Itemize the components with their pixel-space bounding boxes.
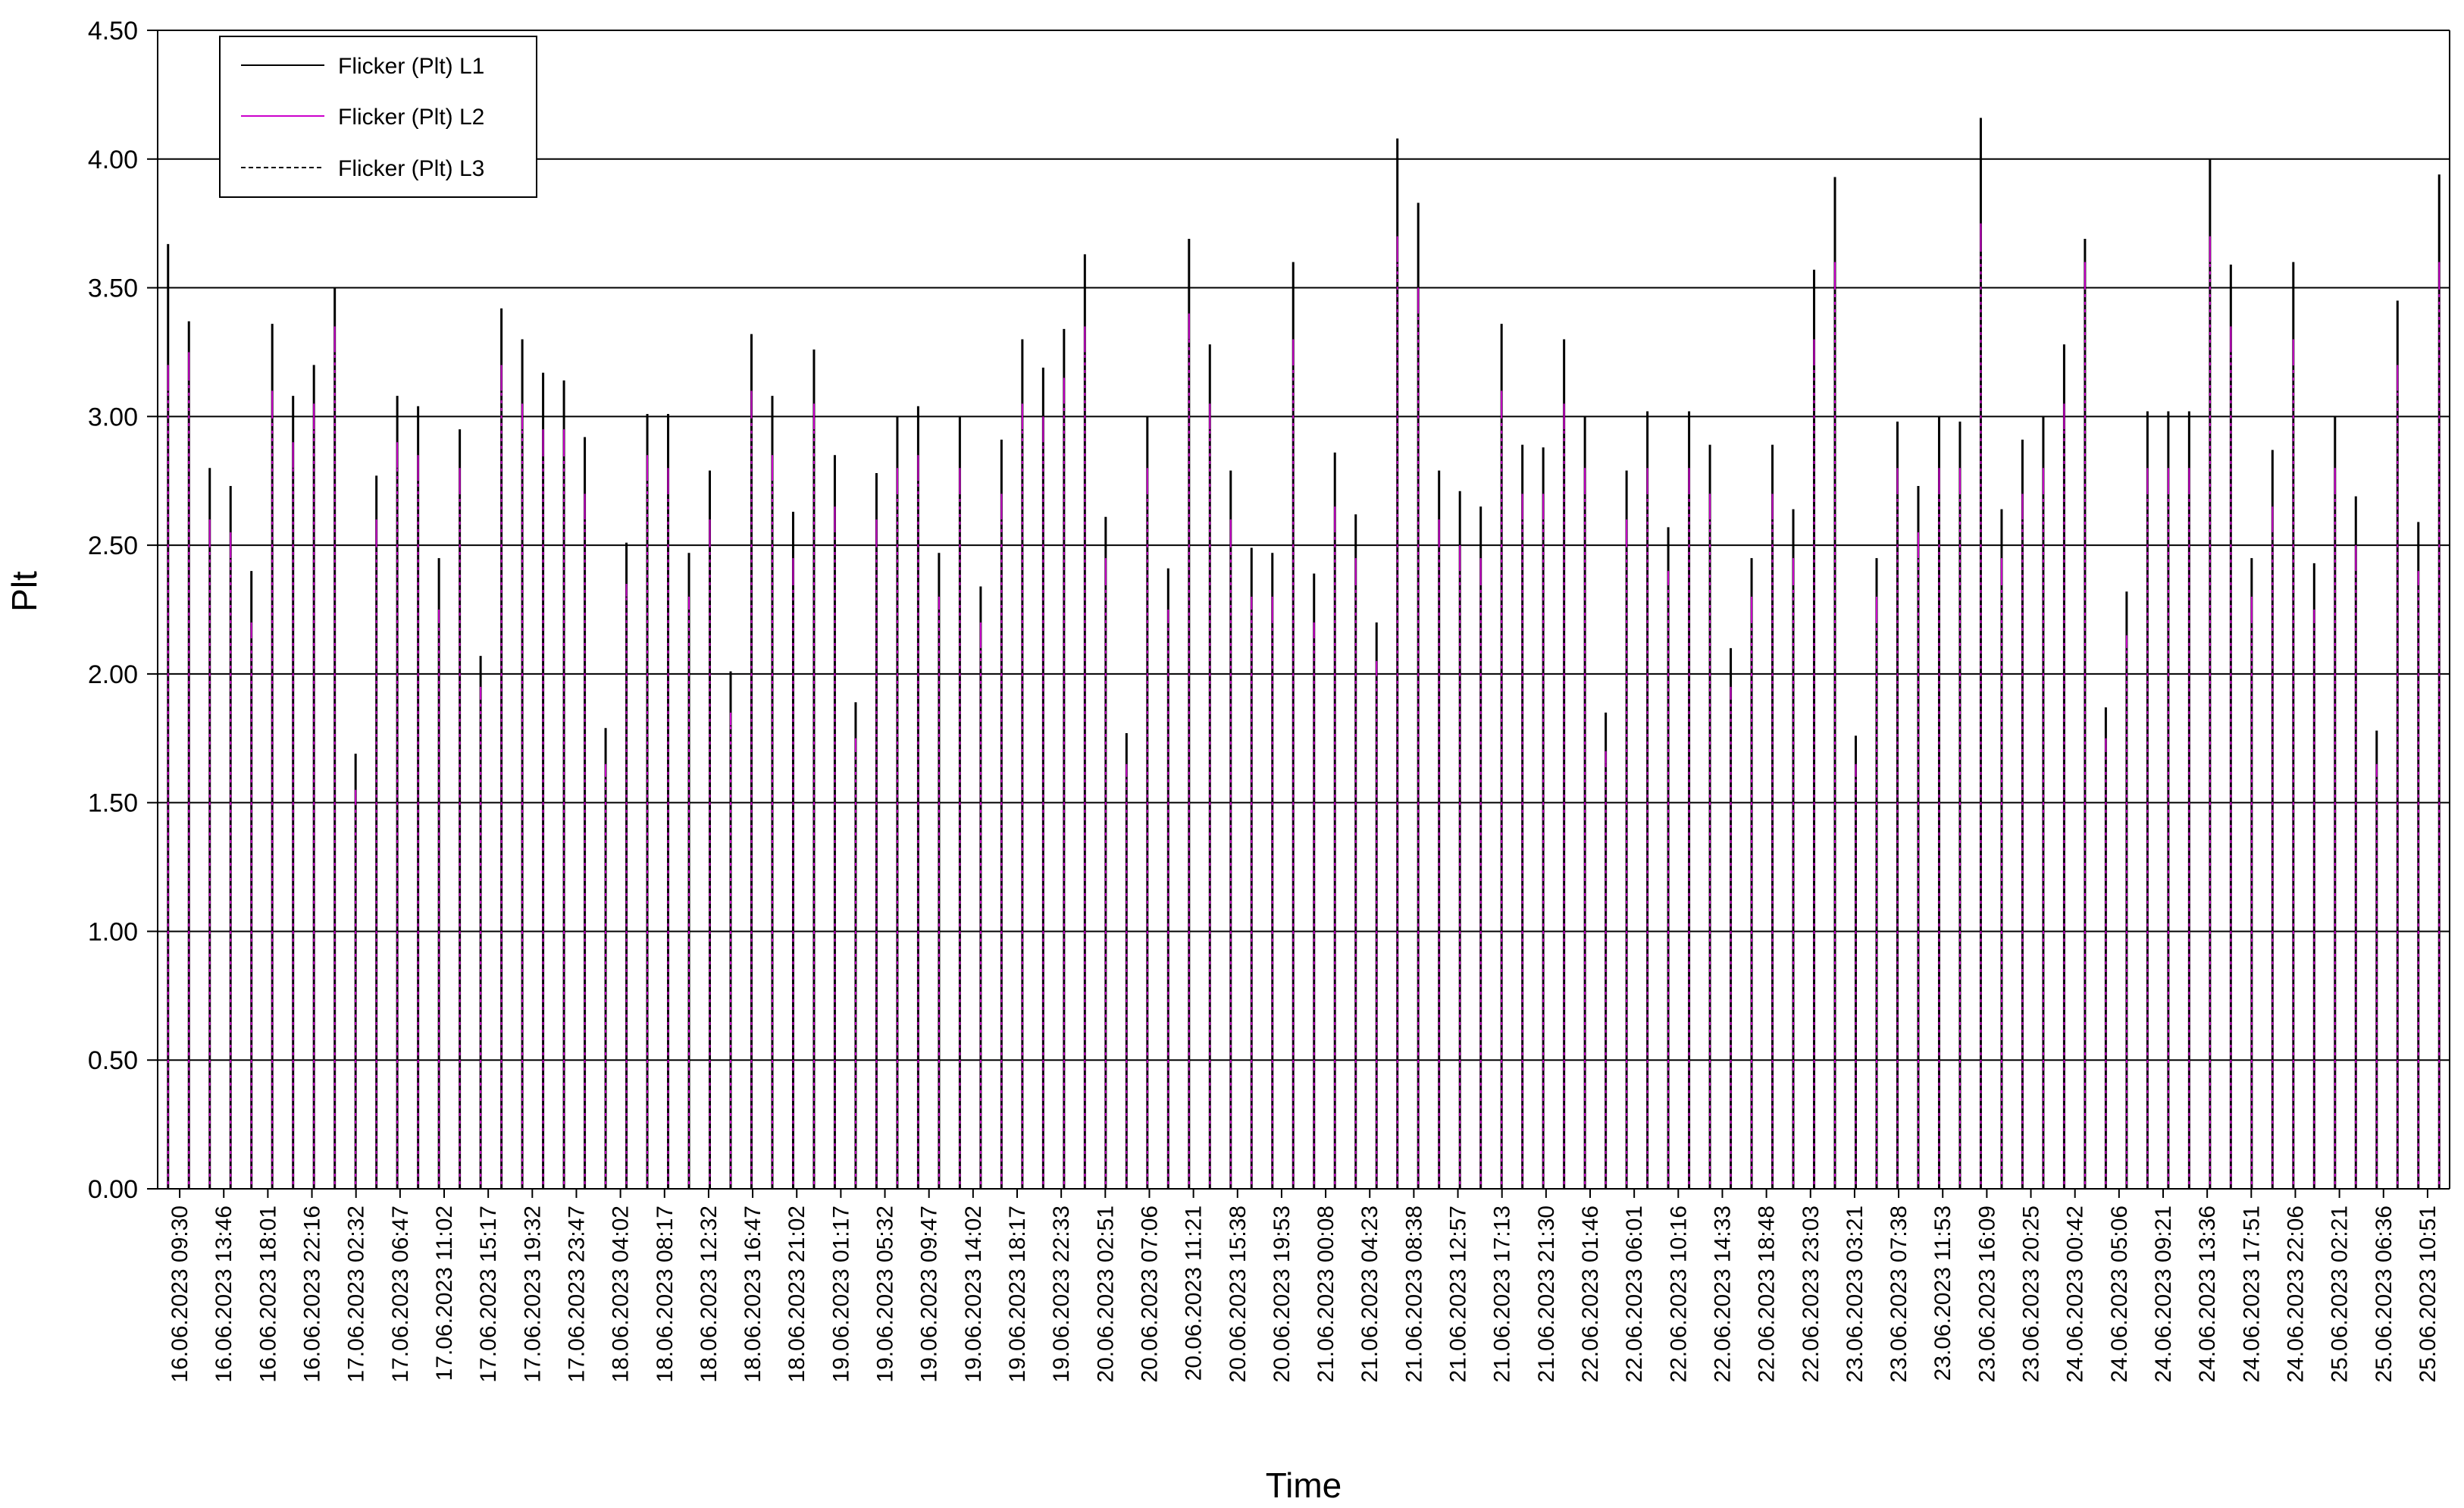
- x-tick-label-12: 18.06.2023 12:32: [697, 1205, 722, 1383]
- y-axis-title: Plt: [5, 571, 44, 612]
- x-tick-label-30: 21.06.2023 17:13: [1490, 1205, 1515, 1383]
- x-tick-label-9: 17.06.2023 23:47: [564, 1205, 589, 1383]
- x-tick-label-2: 16.06.2023 18:01: [255, 1205, 280, 1383]
- x-tick-label-19: 19.06.2023 18:17: [1005, 1205, 1030, 1383]
- x-tick-label-10: 18.06.2023 04:02: [609, 1205, 634, 1383]
- legend: Flicker (Plt) L1 Flicker (Plt) L2 Flicke…: [219, 36, 537, 198]
- x-tick-label-22: 20.06.2023 07:06: [1137, 1205, 1162, 1383]
- x-tick-label-37: 22.06.2023 23:03: [1799, 1205, 1824, 1383]
- y-tick-label-6: 3.00: [88, 403, 138, 431]
- y-tick-label-8: 4.00: [88, 146, 138, 174]
- y-tick-label-0: 0.00: [88, 1175, 138, 1204]
- legend-label-l3: Flicker (Plt) L3: [338, 156, 484, 181]
- x-tick-label-50: 25.06.2023 06:36: [2372, 1205, 2397, 1383]
- x-tick-label-7: 17.06.2023 15:17: [476, 1205, 501, 1383]
- x-tick-label-1: 16.06.2023 13:46: [211, 1205, 236, 1383]
- data-series: [167, 118, 2441, 1189]
- x-tick-label-33: 22.06.2023 06:01: [1622, 1205, 1647, 1383]
- y-tick-label-7: 3.50: [88, 274, 138, 303]
- x-tick-label-39: 23.06.2023 07:38: [1886, 1205, 1911, 1383]
- x-tick-label-36: 22.06.2023 18:48: [1755, 1205, 1780, 1383]
- x-tick-label-15: 19.06.2023 01:17: [828, 1205, 853, 1383]
- x-tick-label-23: 20.06.2023 11:21: [1182, 1205, 1207, 1381]
- x-tick-label-48: 24.06.2023 22:06: [2283, 1205, 2308, 1383]
- x-tick-label-49: 25.06.2023 02:21: [2328, 1205, 2353, 1383]
- x-tick-label-45: 24.06.2023 09:21: [2151, 1205, 2176, 1383]
- x-tick-label-24: 20.06.2023 15:38: [1226, 1205, 1251, 1383]
- x-tick-label-27: 21.06.2023 04:23: [1357, 1205, 1382, 1383]
- x-tick-label-18: 19.06.2023 14:02: [961, 1205, 986, 1383]
- x-tick-label-11: 18.06.2023 08:17: [653, 1205, 678, 1383]
- x-tick-label-47: 24.06.2023 17:51: [2239, 1205, 2264, 1383]
- x-tick-label-0: 16.06.2023 09:30: [168, 1205, 193, 1383]
- x-tick-label-35: 22.06.2023 14:33: [1710, 1205, 1735, 1383]
- axes: [147, 30, 2450, 1190]
- x-tick-label-17: 19.06.2023 09:47: [917, 1205, 942, 1383]
- x-tick-label-21: 20.06.2023 02:51: [1093, 1205, 1118, 1383]
- x-tick-label-5: 17.06.2023 06:47: [388, 1205, 413, 1383]
- x-tick-label-20: 19.06.2023 22:33: [1049, 1205, 1074, 1383]
- x-tick-label-51: 25.06.2023 10:51: [2415, 1205, 2441, 1383]
- x-tick-label-32: 22.06.2023 01:46: [1578, 1205, 1603, 1383]
- x-tick-label-6: 17.06.2023 11:02: [432, 1205, 457, 1381]
- x-tick-label-26: 21.06.2023 00:08: [1313, 1205, 1338, 1383]
- x-tick-label-34: 22.06.2023 10:16: [1666, 1205, 1691, 1383]
- x-tick-label-13: 18.06.2023 16:47: [740, 1205, 765, 1383]
- legend-label-l2: Flicker (Plt) L2: [338, 105, 484, 130]
- x-tick-label-14: 18.06.2023 21:02: [784, 1205, 809, 1383]
- x-tick-label-16: 19.06.2023 05:32: [873, 1205, 898, 1383]
- x-tick-label-28: 21.06.2023 08:38: [1401, 1205, 1426, 1383]
- x-tick-label-8: 17.06.2023 19:32: [520, 1205, 545, 1383]
- x-tick-label-43: 24.06.2023 00:42: [2063, 1205, 2088, 1383]
- x-tick-labels: 16.06.2023 09:30 16.06.2023 13:46 16.06.20…: [168, 1189, 2441, 1383]
- x-tick-label-44: 24.06.2023 05:06: [2107, 1205, 2132, 1383]
- y-tick-label-3: 1.50: [88, 789, 138, 818]
- x-axis-title: Time: [1266, 1466, 1342, 1505]
- gridlines: [158, 30, 2450, 1190]
- x-tick-label-41: 23.06.2023 16:09: [1974, 1205, 1999, 1383]
- y-tick-label-4: 2.00: [88, 660, 138, 689]
- x-tick-label-4: 17.06.2023 02:32: [344, 1205, 369, 1383]
- x-tick-label-40: 23.06.2023 11:53: [1930, 1205, 1955, 1381]
- y-tick-label-2: 1.00: [88, 917, 138, 946]
- legend-label-l1: Flicker (Plt) L1: [338, 54, 484, 79]
- x-tick-label-31: 21.06.2023 21:30: [1534, 1205, 1559, 1383]
- y-tick-label-9: 4.50: [88, 17, 138, 45]
- x-tick-label-46: 24.06.2023 13:36: [2195, 1205, 2220, 1383]
- x-tick-label-38: 23.06.2023 03:21: [1843, 1205, 1868, 1383]
- x-tick-label-42: 23.06.2023 20:25: [2019, 1205, 2044, 1383]
- y-tick-labels: 0.00 0.50 1.00 1.50 2.00 2.50 3.00 3.50 4.00 4.50: [88, 17, 138, 1204]
- x-tick-label-29: 21.06.2023 12:57: [1446, 1205, 1471, 1383]
- x-tick-label-25: 20.06.2023 19:53: [1270, 1205, 1295, 1383]
- x-tick-label-3: 16.06.2023 22:16: [300, 1205, 325, 1383]
- y-tick-label-1: 0.50: [88, 1046, 138, 1075]
- y-tick-label-5: 2.50: [88, 531, 138, 560]
